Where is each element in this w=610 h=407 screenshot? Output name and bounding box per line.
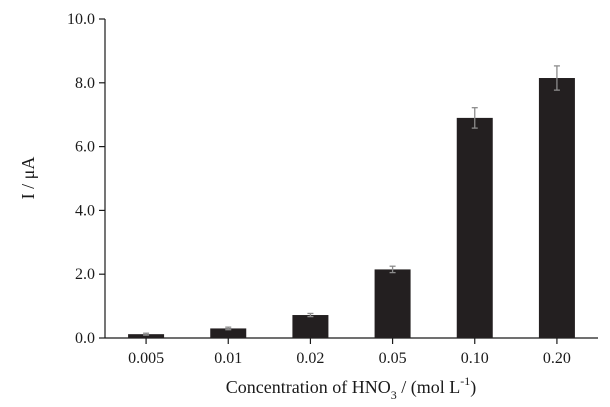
x-tick-label: 0.05: [379, 350, 407, 367]
bar-0.005: [128, 334, 165, 338]
x-tick-label: 0.20: [543, 350, 571, 367]
x-tick-label: 0.005: [128, 350, 164, 367]
x-axis-title: Concentration of HNO3 / (mol L-1): [226, 374, 476, 402]
y-tick-label: 8.0: [75, 75, 95, 92]
x-tick-label: 0.10: [461, 350, 489, 367]
x-ticks-group: 0.005 0.01 0.02 0.05 0.10 0.20: [128, 338, 571, 367]
x-axis-title-end: ): [470, 377, 476, 398]
x-tick-label: 0.01: [214, 350, 242, 367]
y-tick-label: 6.0: [75, 139, 95, 156]
bar-0.05: [374, 269, 411, 338]
bar-0.01: [210, 328, 247, 338]
x-tick-label: 0.02: [296, 350, 324, 367]
y-tick-label: 0.0: [75, 330, 95, 347]
x-axis-title-superscript: -1: [460, 374, 470, 388]
y-tick-label: 4.0: [75, 202, 95, 219]
y-ticks-group: 0.0 2.0 4.0 6.0 8.0 10.0: [67, 11, 105, 347]
bar-0.10: [456, 117, 493, 338]
bar-0.02: [292, 315, 329, 338]
x-axis-title-subscript: 3: [391, 388, 397, 402]
error-bars-group: [143, 65, 560, 336]
y-axis-title: I / μA: [18, 157, 38, 200]
y-tick-label: 10.0: [67, 11, 95, 28]
bars-group: [128, 78, 575, 338]
bar-0.20: [538, 78, 575, 338]
x-axis-title-middle: / (mol L: [397, 377, 461, 398]
y-tick-label: 2.0: [75, 266, 95, 283]
x-axis-title-main: Concentration of HNO: [226, 377, 391, 397]
